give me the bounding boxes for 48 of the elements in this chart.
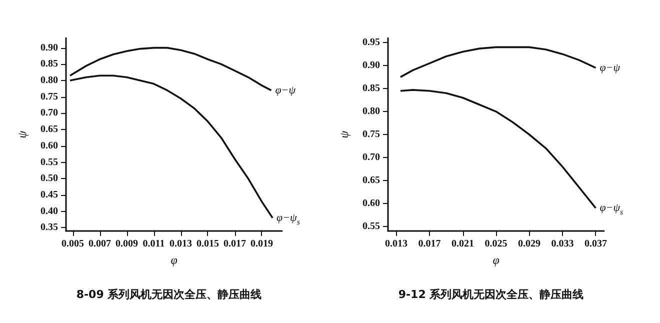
y-tick-label: 0.90: [40, 42, 58, 54]
x-tick-label: 0.017: [224, 238, 246, 250]
y-tick-label: 0.70: [40, 108, 58, 119]
y-tick-label: 0.80: [40, 75, 58, 86]
x-tick-label: 0.037: [584, 238, 607, 250]
y-tick-label: 0.55: [40, 156, 58, 168]
x-tick-label: 0.019: [250, 238, 273, 250]
x-tick-label: 0.033: [551, 238, 574, 250]
y-tick-label: 0.70: [362, 152, 380, 163]
x-tick-label: 0.005: [62, 238, 84, 250]
text: 8-09 系列风机无因次全压、静压曲线: [76, 288, 262, 301]
line-series: [400, 89, 597, 209]
y-tick-label: 0.75: [40, 91, 58, 102]
y-tick-label: 0.95: [362, 37, 380, 48]
y-axis-title: ψ: [15, 130, 29, 138]
y-tick-label: 0.75: [362, 129, 380, 140]
x-tick-label: 0.015: [196, 238, 219, 250]
text: 9-12 系列风机无因次全压、静压曲线: [398, 288, 584, 301]
y-tick-label: 0.85: [40, 58, 58, 70]
y-tick-label: 0.65: [362, 174, 380, 186]
series-label: φ−ψ: [600, 62, 620, 74]
y-tick-label: 0.90: [362, 60, 380, 72]
x-tick-label: 0.025: [484, 238, 508, 250]
x-tick-label: 0.011: [142, 238, 165, 250]
y-tick-label: 0.80: [362, 106, 380, 118]
y-tick-label: 0.65: [40, 124, 58, 136]
y-tick-label: 0.60: [362, 198, 380, 209]
x-axis-title: φ: [170, 252, 178, 267]
series-label: φ−ψ: [275, 84, 296, 96]
line-series: [400, 46, 597, 78]
x-axis-title: φ: [492, 252, 500, 267]
x-tick-label: 0.007: [88, 238, 111, 250]
x-tick-label: 0.013: [385, 238, 408, 250]
x-tick-label: 0.013: [170, 238, 192, 250]
y-tick-label: 0.60: [40, 140, 58, 152]
x-tick-label: 0.017: [418, 238, 441, 250]
y-tick-label: 0.55: [362, 220, 380, 232]
y-tick-label: 0.50: [40, 173, 58, 184]
line-series: [69, 46, 272, 92]
x-tick-label: 0.029: [518, 238, 540, 250]
line-series: [69, 74, 274, 219]
y-axis-title: ψ: [337, 130, 351, 138]
y-tick-label: 0.35: [40, 222, 58, 234]
y-tick-label: 0.40: [40, 206, 58, 217]
y-tick-label: 0.45: [40, 190, 58, 201]
x-tick-label: 0.009: [116, 238, 138, 250]
y-tick-label: 0.85: [362, 83, 380, 94]
x-tick-label: 0.021: [452, 238, 474, 250]
